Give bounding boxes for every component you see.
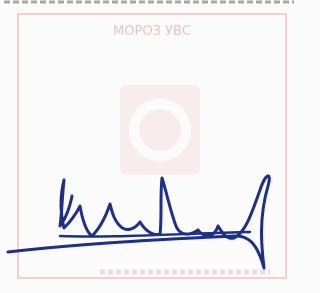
page: МОРОЗ УВС (() => { const data = JSON.par… — [0, 0, 302, 293]
scan: МОРОЗ УВС — [0, 0, 302, 293]
stamp-top-text: МОРОЗ УВС — [113, 24, 191, 39]
